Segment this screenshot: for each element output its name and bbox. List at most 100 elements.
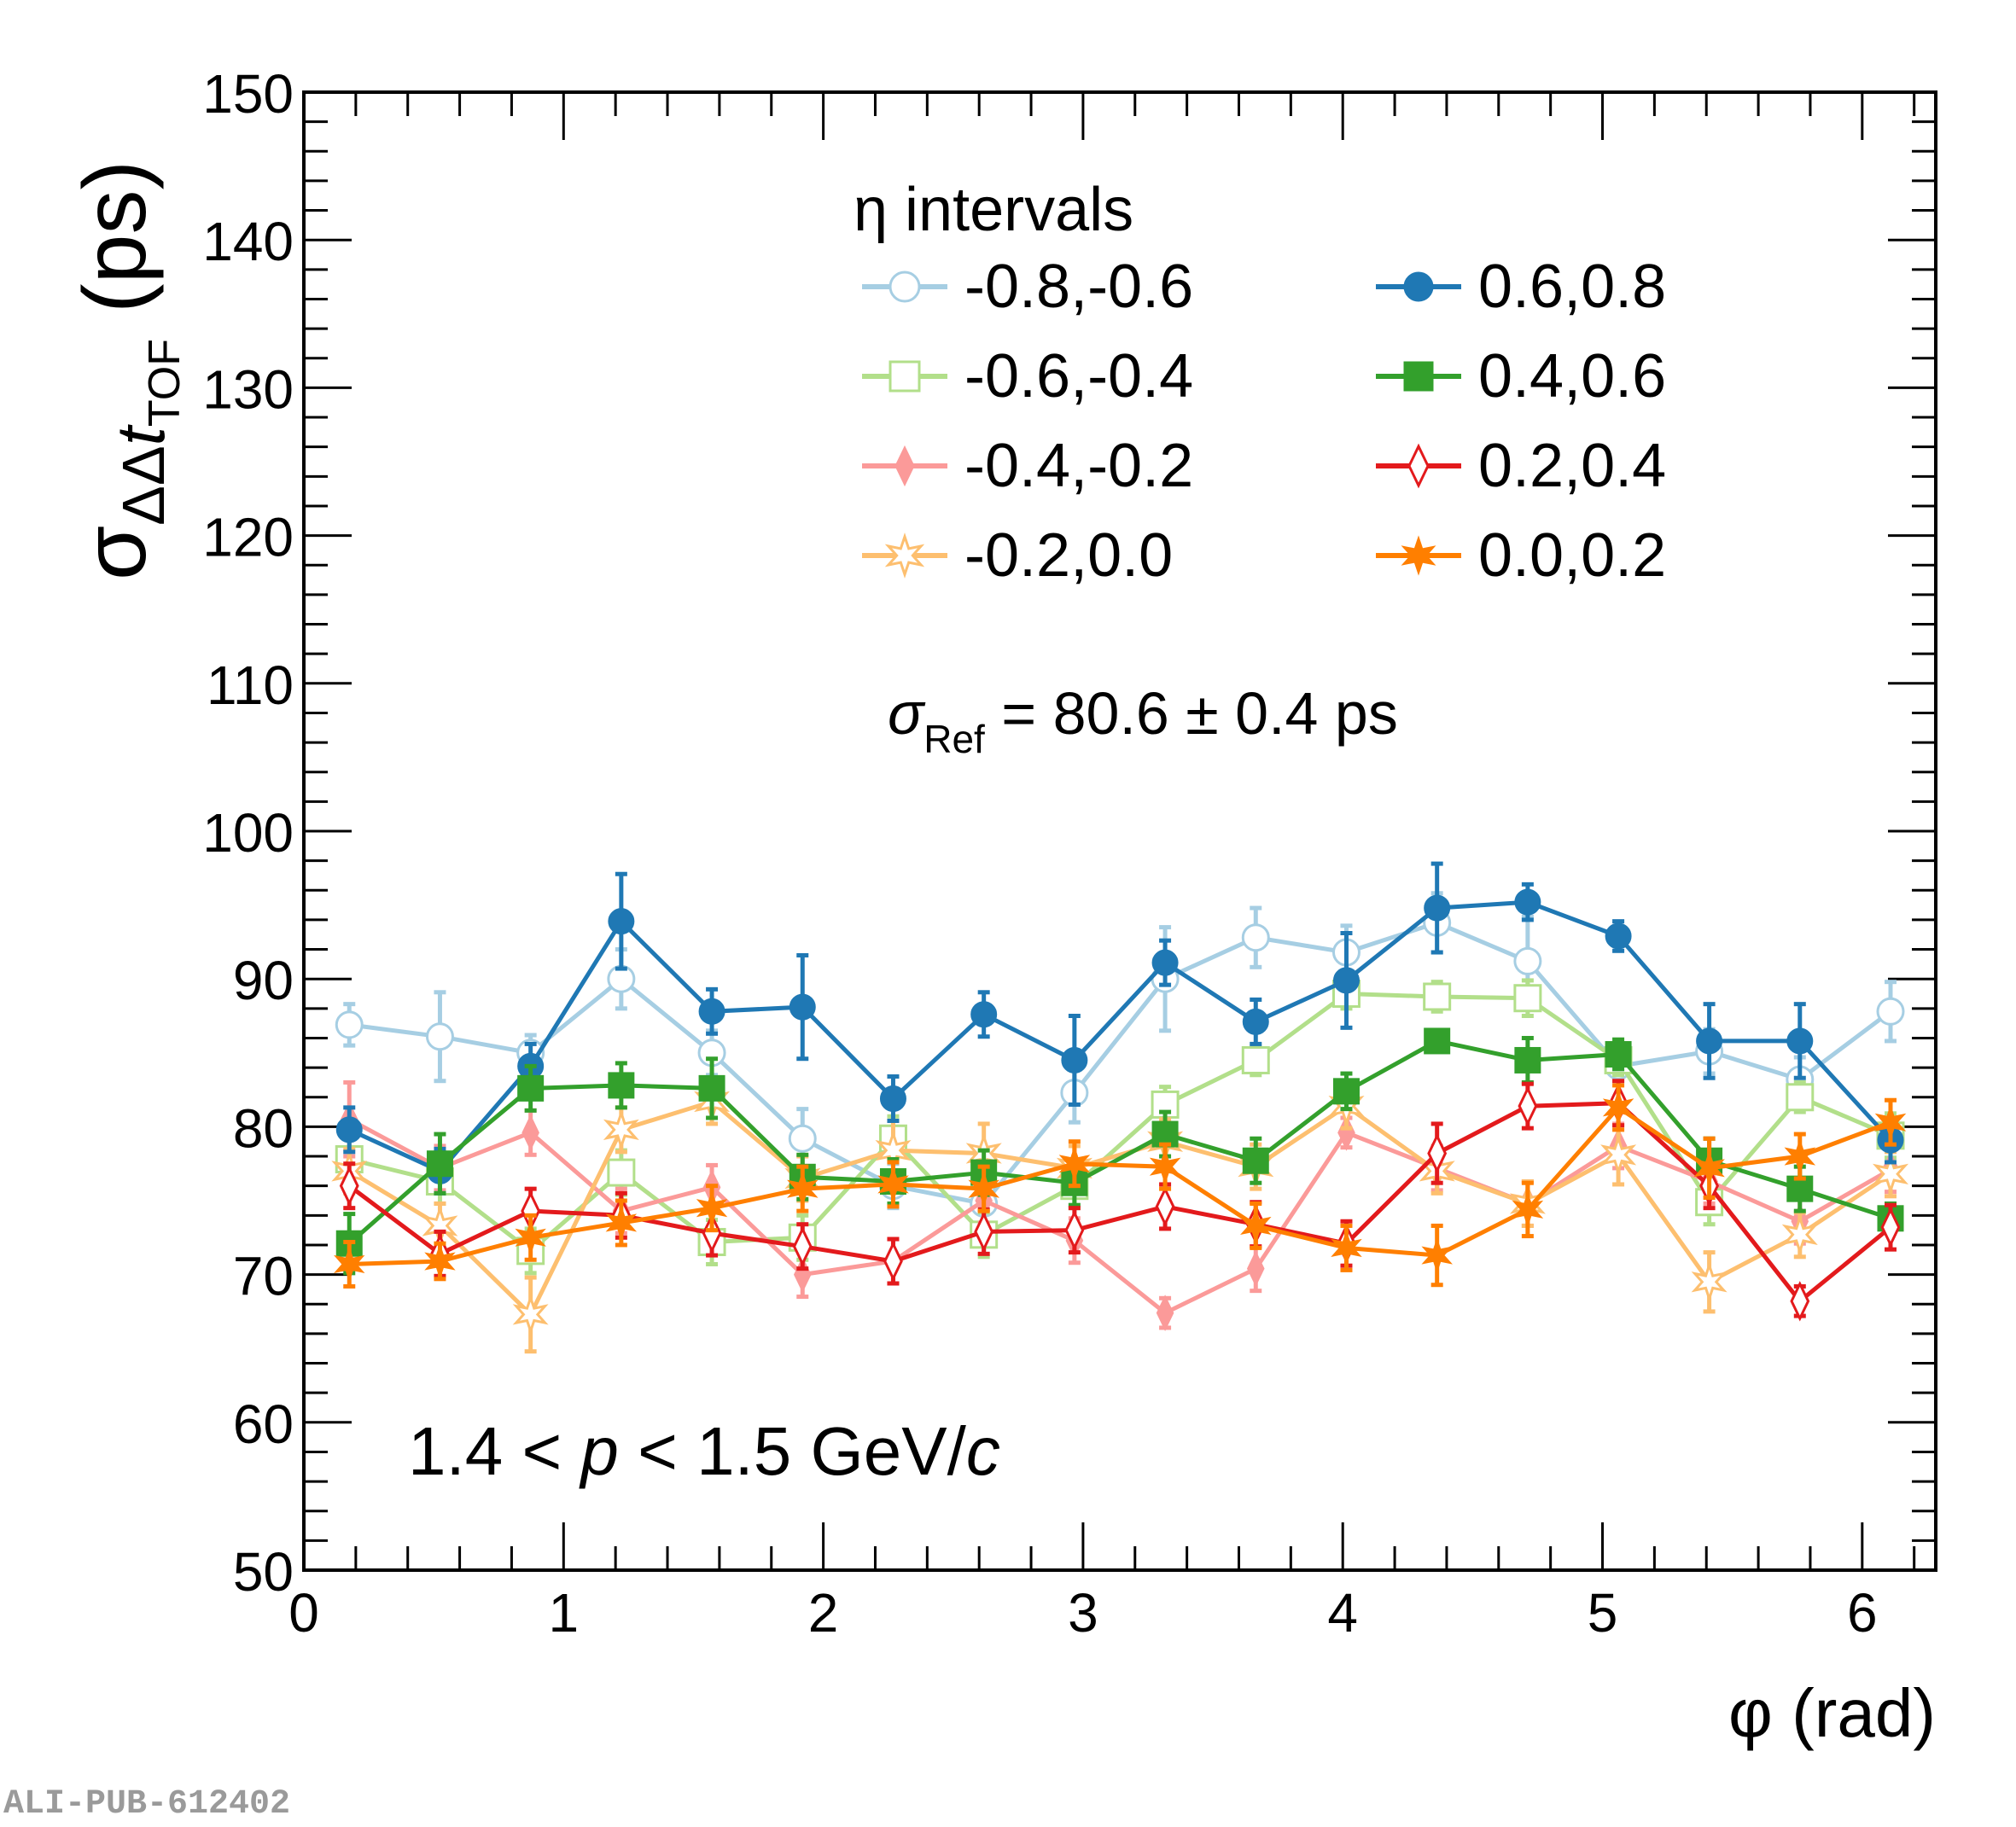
filled-diamond-marker <box>1156 1295 1174 1332</box>
legend-entry--0.4,-0.2: -0.4,-0.2 <box>862 432 1193 500</box>
legend-entry-0.6,0.8: 0.6,0.8 <box>1376 253 1666 321</box>
series-line <box>348 899 1892 1174</box>
filled-circle-marker <box>698 998 725 1025</box>
y-label-unit: (ps) <box>66 160 165 313</box>
filled-square-marker <box>698 1074 725 1102</box>
open-star-marker <box>1600 1134 1637 1176</box>
filled-circle-marker <box>970 1001 998 1028</box>
legend-label: 0.6,0.8 <box>1478 253 1666 321</box>
y-tick-label: 70 <box>233 1246 294 1307</box>
filled-star-marker <box>968 1171 999 1207</box>
y-tick-label: 100 <box>202 802 294 864</box>
filled-star-marker <box>1421 1237 1453 1274</box>
open-square-marker <box>1513 984 1542 1013</box>
mom-b: < 1.5 GeV/ <box>619 1413 967 1489</box>
filled-star-marker <box>1331 1230 1362 1266</box>
open-circle-marker <box>1876 997 1905 1026</box>
filled-star-marker <box>696 1190 728 1226</box>
filled-star-marker <box>1058 1145 1091 1182</box>
filled-square-marker <box>426 1150 453 1178</box>
open-diamond-marker <box>1518 1085 1538 1126</box>
filled-square-marker <box>517 1074 545 1102</box>
legend: η intervals -0.8,-0.6 -0.6,-0.4 -0.4,-0.2 -… <box>854 176 1666 590</box>
filled-square-marker <box>1514 1046 1541 1074</box>
open-diamond-marker <box>339 1165 359 1207</box>
legend-entry-0.2,0.4: 0.2,0.4 <box>1376 432 1666 500</box>
mom-a: 1.4 < <box>408 1413 580 1489</box>
filled-star-marker <box>1512 1191 1544 1228</box>
filled-square-marker <box>1403 361 1434 392</box>
legend-entry--0.6,-0.4: -0.6,-0.4 <box>862 342 1193 410</box>
y-tick-label: 80 <box>233 1097 294 1159</box>
filled-circle-marker <box>1242 1008 1269 1035</box>
filled-circle-marker <box>335 1116 363 1143</box>
mom-c: c <box>966 1413 1000 1489</box>
open-square-marker <box>607 1158 636 1187</box>
legend-label: -0.4,-0.2 <box>964 432 1193 500</box>
filled-star-marker <box>1602 1089 1634 1126</box>
filled-star-marker <box>1401 535 1436 576</box>
open-square-marker <box>1423 982 1452 1011</box>
open-circle-marker <box>788 1124 817 1153</box>
series-line <box>348 991 1891 1254</box>
axis-labels: σΔΔtTOF(ps) φ (rad) <box>66 160 1936 1751</box>
legend-label: 0.0,0.2 <box>1478 521 1666 590</box>
y-axis-label: σΔΔtTOF (ps) <box>66 160 189 580</box>
filled-star-marker <box>787 1171 819 1207</box>
filled-square-marker <box>1424 1027 1451 1055</box>
y-tick-label: 60 <box>233 1394 294 1455</box>
open-diamond-marker <box>1427 1132 1448 1174</box>
open-circle-marker <box>335 1010 364 1039</box>
filled-star-marker <box>515 1219 546 1256</box>
filled-circle-marker <box>1151 949 1179 976</box>
legend-entry--0.2,0.0: -0.2,0.0 <box>862 521 1173 590</box>
y-tick-label: 50 <box>233 1541 294 1603</box>
y-tick-label: 110 <box>207 655 294 716</box>
series-line <box>348 920 1892 1207</box>
ref-value: = 80.6 ± 0.4 ps <box>985 680 1398 747</box>
open-star-marker <box>603 1108 639 1151</box>
y-tick-label: 130 <box>202 358 294 420</box>
legend-label: 0.4,0.6 <box>1478 342 1666 410</box>
open-square-marker <box>889 360 921 393</box>
legend-entry-0.4,0.6: 0.4,0.6 <box>1376 342 1666 410</box>
axis-ticks: 50 60 70 80 90 100 110 120 130 140 150 0 1 2 3 4 5 6 <box>202 63 1936 1644</box>
y-label-sub: ΔΔ <box>110 445 177 526</box>
filled-star-marker <box>334 1246 365 1283</box>
watermark: ALI-PUB-612402 <box>3 1785 291 1824</box>
series-line <box>348 1099 1892 1318</box>
ref-sigma: σ <box>888 680 926 747</box>
y-tick-label: 90 <box>233 950 294 1011</box>
filled-circle-marker <box>789 993 816 1021</box>
reference-resolution-annotation: σRef = 80.6 ± 0.4 ps <box>888 680 1398 761</box>
series-line <box>348 1117 1892 1316</box>
filled-star-marker <box>424 1242 456 1280</box>
open-diamond-marker <box>1407 443 1430 489</box>
y-tick-label: 150 <box>202 63 294 125</box>
open-star-marker <box>884 532 925 579</box>
x-tick-label: 6 <box>1847 1582 1878 1644</box>
legend-label: -0.6,-0.4 <box>964 342 1193 410</box>
series--0.4,-0.2 <box>340 1079 1900 1332</box>
open-star-marker <box>1691 1261 1728 1303</box>
open-diamond-marker <box>1064 1209 1085 1251</box>
mom-p: p <box>579 1413 619 1489</box>
y-label-sigma: σ <box>66 526 165 580</box>
filled-star-marker <box>877 1166 909 1202</box>
open-diamond-marker <box>974 1211 994 1253</box>
y-tick-label: 120 <box>202 507 294 568</box>
series-0.6,0.8 <box>335 861 1904 1196</box>
filled-diamond-marker <box>1246 1250 1265 1288</box>
filled-circle-marker <box>1514 888 1541 916</box>
data-series <box>331 861 1909 1354</box>
series-0.0,0.2 <box>334 1083 1907 1289</box>
open-star-marker <box>512 1294 549 1335</box>
series-line <box>349 1104 1891 1266</box>
series-0.2,0.4 <box>339 1079 1901 1322</box>
filled-circle-marker <box>1786 1027 1814 1055</box>
open-diamond-marker <box>1880 1207 1901 1248</box>
annotations: σRef = 80.6 ± 0.4 ps 1.4 < p < 1.5 GeV/c <box>408 680 1398 1489</box>
open-square-marker <box>1241 1045 1270 1074</box>
ref-sub: Ref <box>924 717 985 761</box>
open-circle-marker <box>1241 923 1270 952</box>
